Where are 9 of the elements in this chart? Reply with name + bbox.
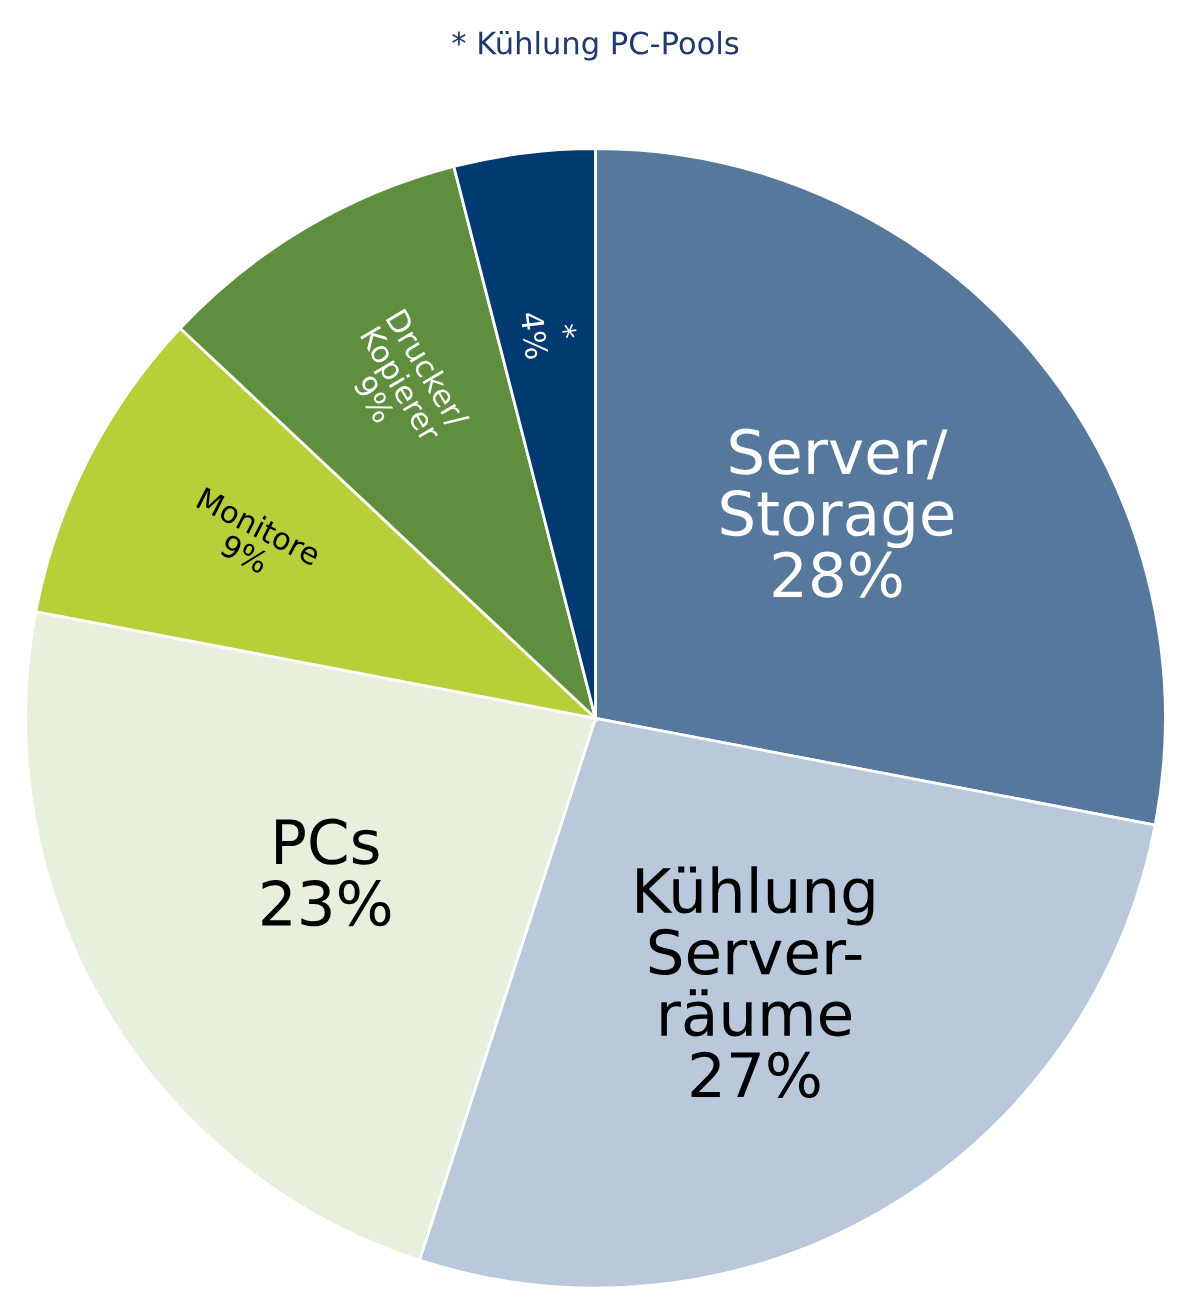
slice-label: * [561,323,578,339]
chart-title: * Kühlung PC-Pools [452,30,739,61]
slice-label: Server/ Storage [721,428,954,549]
data-label: 28% [773,551,902,598]
data-label: 4% [520,311,549,360]
slice-label: PCs [276,818,379,865]
slice-label: Kühlung Server- räume [637,866,874,1037]
data-label: 27% [691,1051,820,1098]
data-label: 23% [262,880,391,927]
